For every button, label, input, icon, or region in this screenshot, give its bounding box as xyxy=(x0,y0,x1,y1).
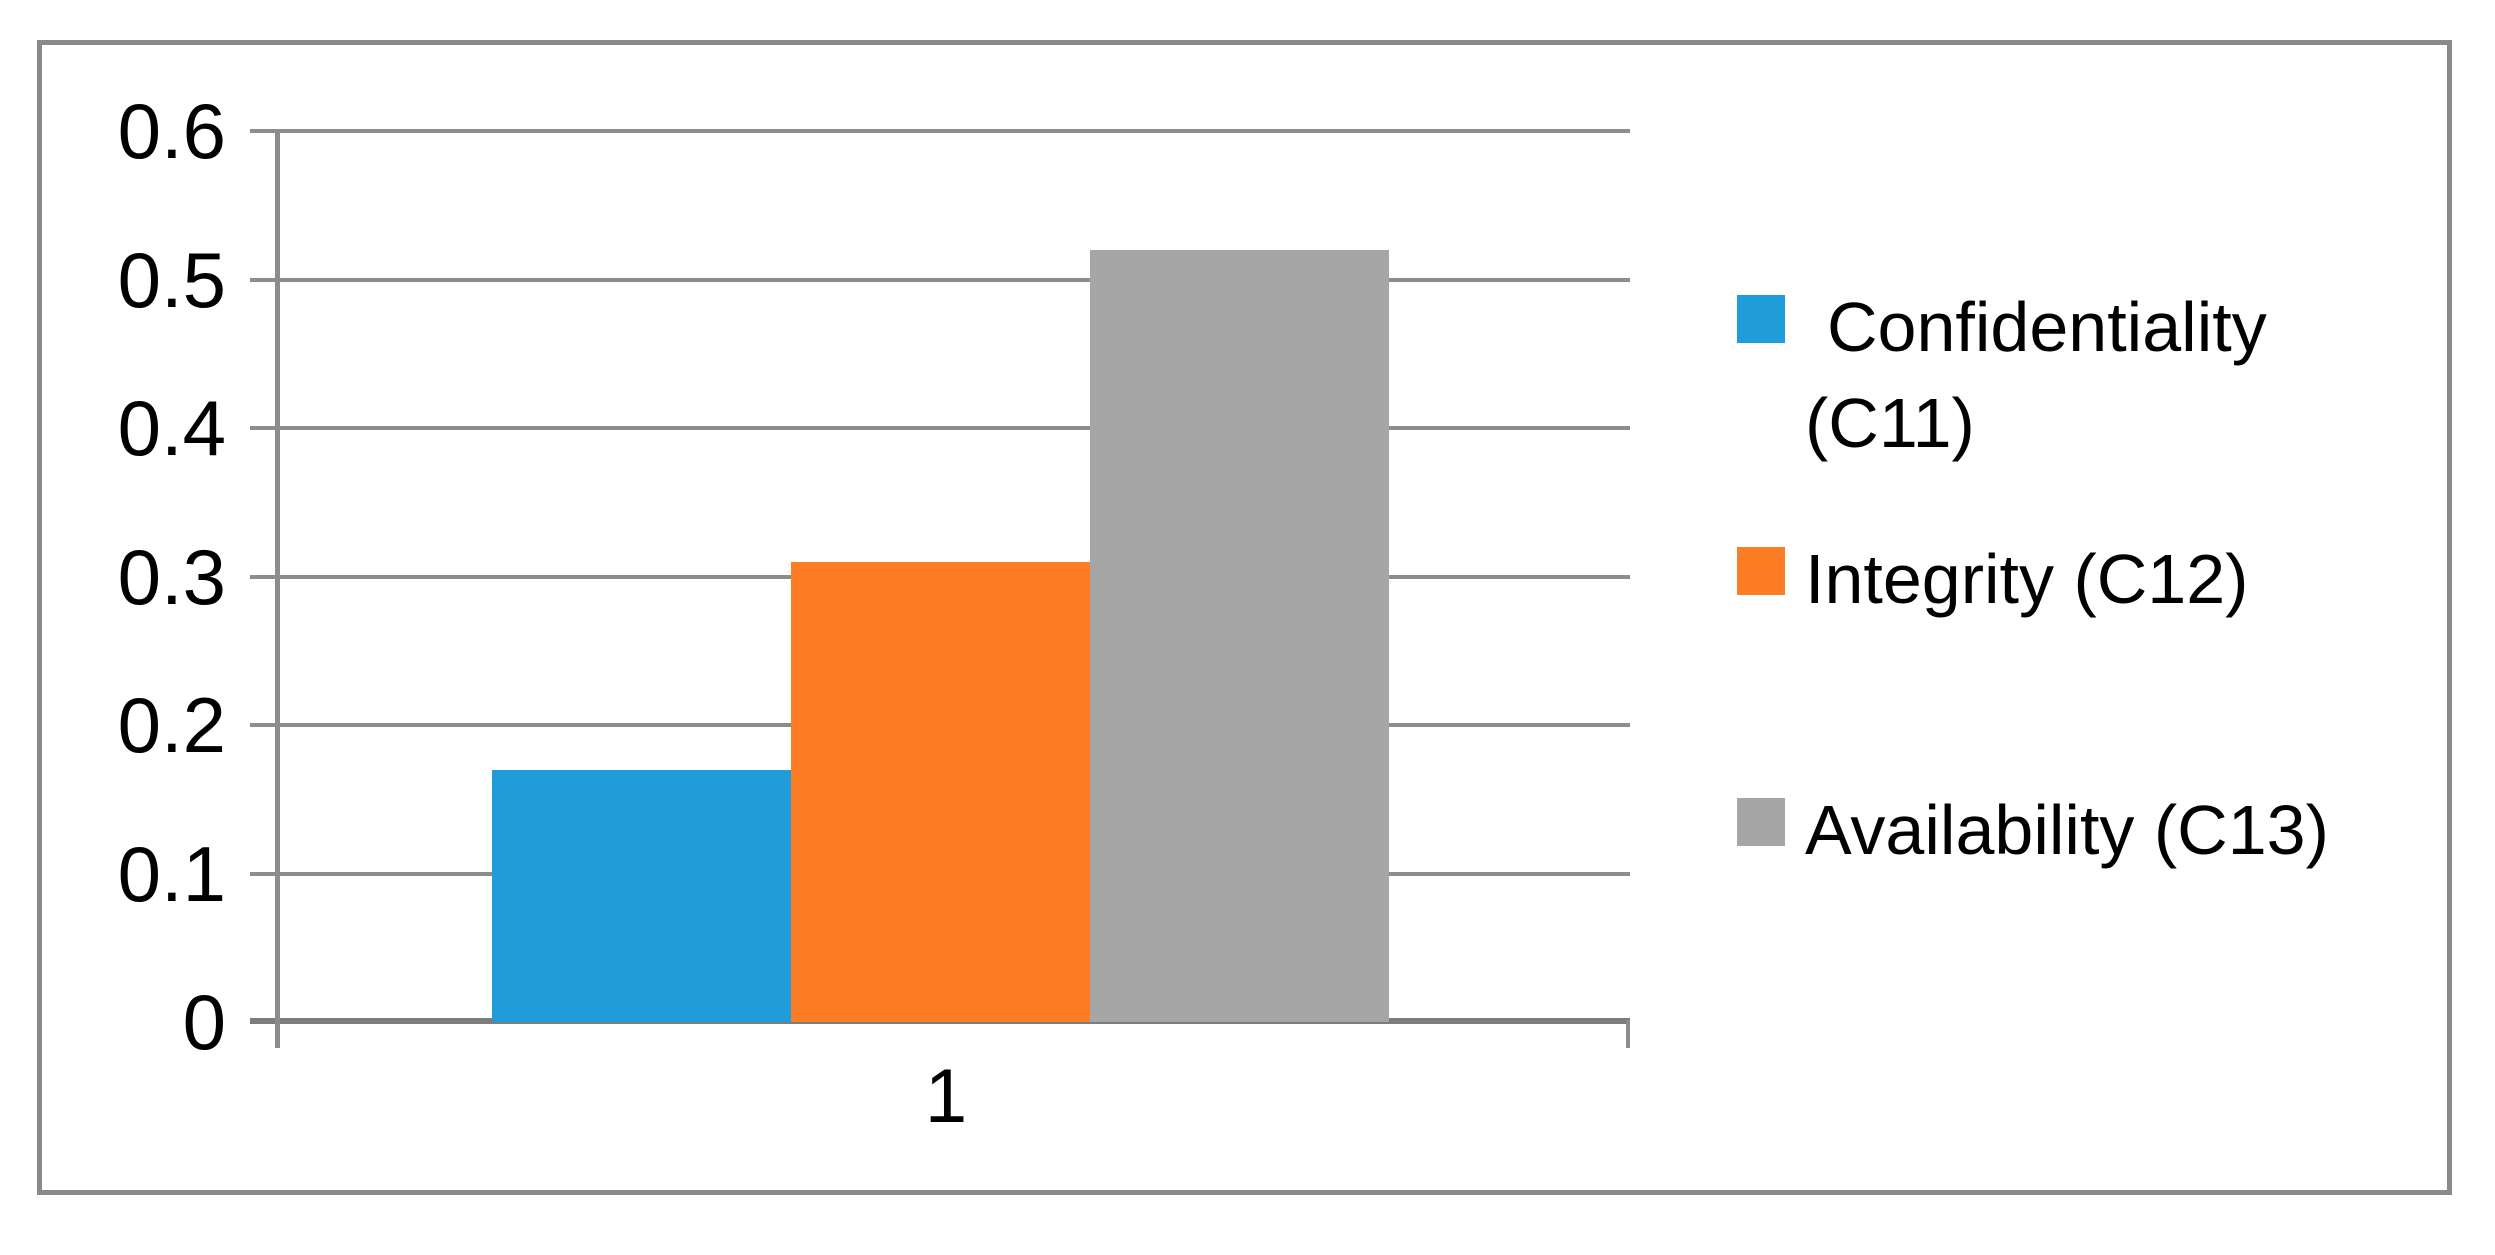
y-tick-label-0.3: 0.3 xyxy=(117,532,226,621)
y-tick-label-0.6: 0.6 xyxy=(117,87,226,175)
y-tick-label-0.2: 0.2 xyxy=(117,681,226,769)
y-tick-label-0.5: 0.5 xyxy=(117,235,226,324)
legend-swatch-integrity-c12 xyxy=(1737,547,1785,595)
y-axis-line xyxy=(275,131,280,1048)
y-tick-label-0.1: 0.1 xyxy=(117,829,226,918)
plot-area xyxy=(250,129,1630,1048)
bar-integrity-c12 xyxy=(790,561,1090,1022)
gridline xyxy=(250,277,1630,282)
legend-label: Integrity (C12) xyxy=(1805,540,2249,618)
gridline xyxy=(250,129,1630,133)
legend-item-availability-c13: Availability (C13) xyxy=(1737,791,2329,878)
bar-availability-c13 xyxy=(1089,249,1389,1022)
legend-item-integrity-c12: Integrity (C12) xyxy=(1737,540,2248,627)
legend-item-confidentiality-c11: Confidentiality (C11) xyxy=(1737,288,2267,471)
x-axis-category-label: 1 xyxy=(924,1054,968,1139)
legend-swatch-confidentiality-c11 xyxy=(1737,295,1785,343)
y-tick-label-0: 0 xyxy=(182,978,226,1066)
legend-swatch-availability-c13 xyxy=(1737,798,1785,846)
x-axis-right-tick xyxy=(1626,1020,1630,1048)
gridline xyxy=(250,426,1630,430)
bar-confidentiality-c11 xyxy=(491,769,791,1022)
legend-label: Confidentiality (C11) xyxy=(1805,288,2267,462)
y-tick-label-0.4: 0.4 xyxy=(117,384,226,472)
legend-label: Availability (C13) xyxy=(1805,791,2329,869)
